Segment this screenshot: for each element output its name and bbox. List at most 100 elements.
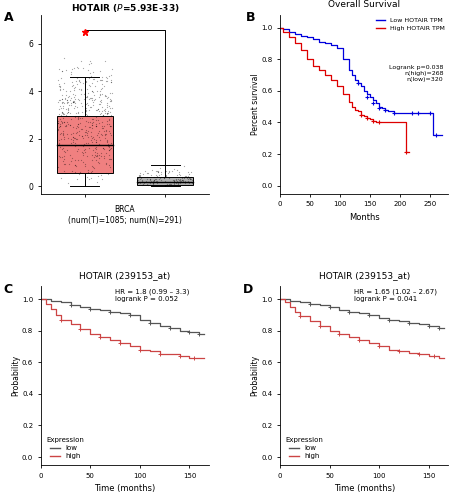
Point — [88, 115, 96, 123]
Point — [135, 171, 142, 179]
Point — [80, 158, 87, 166]
Point — [57, 174, 64, 182]
Point — [98, 84, 105, 92]
Point — [103, 160, 110, 168]
Point — [137, 174, 145, 182]
Point — [77, 124, 85, 132]
Point — [165, 167, 172, 175]
Point — [82, 92, 90, 100]
Point — [103, 120, 111, 128]
Point — [96, 76, 103, 84]
Point — [67, 157, 74, 165]
Point — [68, 82, 75, 90]
Point — [72, 102, 79, 110]
Point — [60, 104, 67, 112]
Point — [55, 152, 63, 160]
Text: C: C — [4, 283, 13, 296]
Point — [82, 104, 90, 112]
Point — [101, 106, 108, 114]
Point — [100, 106, 107, 114]
Point — [57, 83, 64, 91]
Point — [58, 109, 66, 117]
Point — [102, 160, 110, 168]
Point — [88, 174, 95, 182]
Point — [92, 136, 99, 144]
Point — [88, 151, 96, 159]
Point — [107, 155, 114, 163]
Point — [95, 134, 102, 141]
Point — [83, 173, 90, 181]
Point — [92, 143, 100, 151]
Point — [82, 145, 89, 153]
Point — [177, 177, 184, 185]
Point — [74, 109, 81, 117]
Y-axis label: Probability: Probability — [251, 355, 260, 397]
Point — [64, 146, 71, 154]
Point — [138, 177, 145, 185]
Point — [72, 77, 80, 85]
Point — [78, 132, 85, 140]
Title: HOTAIR (239153_at): HOTAIR (239153_at) — [79, 271, 171, 280]
Point — [162, 168, 169, 176]
Point — [72, 142, 80, 150]
Point — [73, 103, 81, 111]
Point — [178, 174, 185, 182]
Point — [84, 139, 92, 147]
Point — [183, 174, 191, 182]
Point — [56, 140, 63, 148]
Point — [93, 106, 101, 114]
Point — [188, 176, 196, 184]
Point — [98, 80, 106, 88]
Point — [57, 104, 64, 112]
Point — [94, 158, 101, 166]
Point — [55, 139, 63, 147]
Point — [58, 94, 65, 102]
Point — [184, 176, 192, 184]
Point — [154, 168, 162, 176]
Point — [63, 92, 70, 100]
Point — [95, 127, 102, 135]
Point — [101, 154, 108, 162]
Point — [158, 178, 165, 186]
Point — [166, 178, 173, 186]
Point — [103, 92, 110, 100]
Point — [90, 100, 97, 108]
Point — [105, 108, 112, 116]
Point — [167, 180, 174, 188]
Point — [71, 98, 78, 106]
Point — [101, 122, 108, 130]
Point — [75, 96, 82, 104]
Point — [72, 110, 79, 118]
Point — [95, 159, 102, 167]
Point — [89, 134, 96, 141]
Point — [79, 102, 86, 110]
Point — [166, 180, 173, 188]
Point — [58, 118, 65, 126]
Point — [84, 126, 91, 134]
Point — [156, 164, 163, 172]
Point — [80, 148, 87, 156]
Point — [105, 161, 112, 169]
Point — [88, 94, 95, 102]
Point — [173, 178, 180, 186]
Point — [147, 178, 154, 186]
Point — [103, 78, 110, 86]
Point — [95, 154, 102, 162]
Point — [103, 74, 111, 82]
Point — [73, 135, 81, 143]
Point — [160, 161, 168, 169]
Point — [103, 94, 111, 102]
Point — [107, 130, 115, 138]
Point — [80, 151, 87, 159]
Point — [70, 84, 77, 92]
Point — [64, 120, 72, 128]
Point — [180, 174, 188, 182]
Point — [82, 126, 90, 134]
Point — [103, 73, 110, 81]
Point — [106, 120, 113, 128]
Point — [186, 179, 193, 187]
Point — [157, 168, 164, 175]
Point — [64, 178, 72, 186]
Point — [145, 178, 152, 186]
Point — [94, 116, 101, 124]
